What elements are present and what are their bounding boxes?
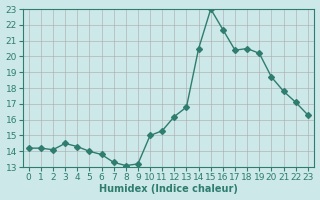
X-axis label: Humidex (Indice chaleur): Humidex (Indice chaleur)	[99, 184, 238, 194]
